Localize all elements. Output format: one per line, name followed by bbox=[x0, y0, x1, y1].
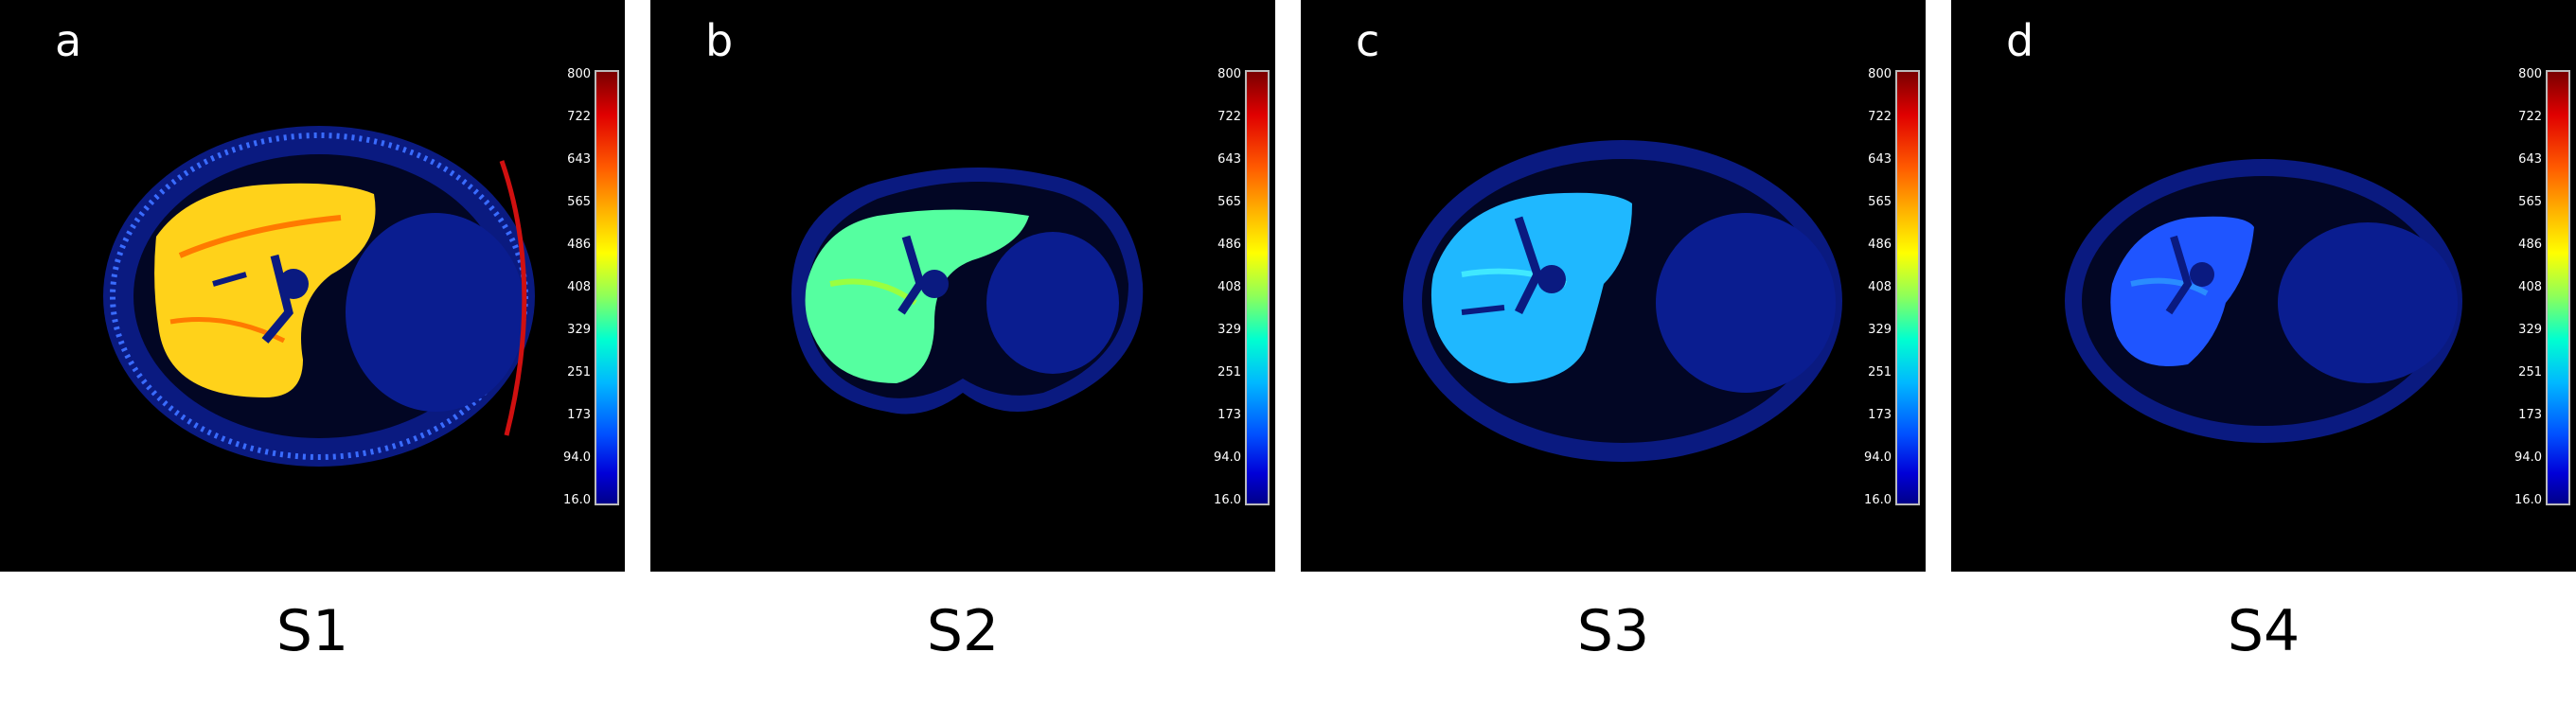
colorbar-tick: 408 bbox=[567, 280, 591, 294]
panel-letter: a bbox=[55, 15, 82, 66]
liver-scan-image bbox=[1403, 140, 1842, 462]
panel-caption: S1 bbox=[275, 598, 349, 664]
colorbar-tick: 329 bbox=[1217, 323, 1241, 337]
colorbar-tick: 486 bbox=[567, 238, 591, 252]
mri-panel-b: b 800 722 643 565 486 408 329 251 173 94… bbox=[650, 0, 1275, 572]
colorbar-tick: 16.0 bbox=[1214, 493, 1241, 507]
panel-letter: d bbox=[2006, 15, 2034, 66]
colorbar-tick: 800 bbox=[1868, 67, 1892, 81]
colorbar-tick: 486 bbox=[1217, 238, 1241, 252]
colorbar-tick: 94.0 bbox=[563, 450, 591, 465]
panel-letter: b bbox=[705, 15, 734, 66]
colorbar-tick: 800 bbox=[2518, 67, 2542, 81]
colorbar-tick: 329 bbox=[1868, 323, 1892, 337]
colorbar-tick: 94.0 bbox=[1214, 450, 1241, 465]
colorbar-tick: 486 bbox=[1868, 238, 1892, 252]
mri-panel-a: a 800 722 643 565 486 408 329 251 173 94… bbox=[0, 0, 625, 572]
colorbar-tick: 173 bbox=[1868, 408, 1892, 422]
liver-scan-image bbox=[791, 168, 1144, 415]
colorbar-tick: 800 bbox=[1217, 67, 1241, 81]
colorbar-tick: 173 bbox=[2518, 408, 2542, 422]
colorbar-tick: 94.0 bbox=[1864, 450, 1892, 465]
panel-letter: c bbox=[1356, 15, 1380, 66]
colorbar-tick: 408 bbox=[1217, 280, 1241, 294]
colorbar-ticks: 800 722 643 565 486 408 329 251 173 94.0… bbox=[1852, 68, 1892, 507]
colorbar-ticks: 800 722 643 565 486 408 329 251 173 94.0… bbox=[1201, 68, 1241, 507]
colorbar-tick: 173 bbox=[567, 408, 591, 422]
colorbar-tick: 251 bbox=[1868, 365, 1892, 379]
colorbar-tick: 329 bbox=[567, 323, 591, 337]
colorbar-tick: 408 bbox=[2518, 280, 2542, 294]
colorbar-tick: 565 bbox=[2518, 195, 2542, 209]
colorbar-tick: 643 bbox=[1217, 152, 1241, 167]
colorbar-tick: 329 bbox=[2518, 323, 2542, 337]
colorbar bbox=[2546, 70, 2570, 505]
liver-scan-image bbox=[103, 126, 535, 467]
colorbar-tick: 16.0 bbox=[2514, 493, 2542, 507]
colorbar-tick: 565 bbox=[567, 195, 591, 209]
colorbar bbox=[1245, 70, 1270, 505]
colorbar-tick: 722 bbox=[2518, 110, 2542, 124]
colorbar-tick: 565 bbox=[1868, 195, 1892, 209]
colorbar-tick: 722 bbox=[1868, 110, 1892, 124]
colorbar-tick: 722 bbox=[567, 110, 591, 124]
colorbar-tick: 251 bbox=[1217, 365, 1241, 379]
panel-caption: S2 bbox=[926, 598, 1000, 664]
colorbar-tick: 16.0 bbox=[563, 493, 591, 507]
mri-panel-d: d 800 722 643 565 486 408 329 251 173 94… bbox=[1951, 0, 2576, 572]
colorbar-tick: 643 bbox=[1868, 152, 1892, 167]
colorbar-tick: 722 bbox=[1217, 110, 1241, 124]
colorbar-tick: 486 bbox=[2518, 238, 2542, 252]
colorbar-ticks: 800 722 643 565 486 408 329 251 173 94.0… bbox=[551, 68, 591, 507]
colorbar-tick: 643 bbox=[567, 152, 591, 167]
panel-caption: S4 bbox=[2227, 598, 2301, 664]
colorbar bbox=[1895, 70, 1920, 505]
colorbar-tick: 565 bbox=[1217, 195, 1241, 209]
colorbar-tick: 16.0 bbox=[1864, 493, 1892, 507]
colorbar-tick: 800 bbox=[567, 67, 591, 81]
colorbar-tick: 173 bbox=[1217, 408, 1241, 422]
colorbar-tick: 251 bbox=[567, 365, 591, 379]
panel-caption: S3 bbox=[1576, 598, 1650, 664]
colorbar bbox=[595, 70, 619, 505]
liver-scan-image bbox=[2065, 159, 2462, 443]
colorbar-tick: 643 bbox=[2518, 152, 2542, 167]
colorbar-tick: 94.0 bbox=[2514, 450, 2542, 465]
colorbar-ticks: 800 722 643 565 486 408 329 251 173 94.0… bbox=[2502, 68, 2542, 507]
colorbar-tick: 408 bbox=[1868, 280, 1892, 294]
mri-panel-c: c 800 722 643 565 486 408 329 251 173 94… bbox=[1301, 0, 1926, 572]
colorbar-tick: 251 bbox=[2518, 365, 2542, 379]
